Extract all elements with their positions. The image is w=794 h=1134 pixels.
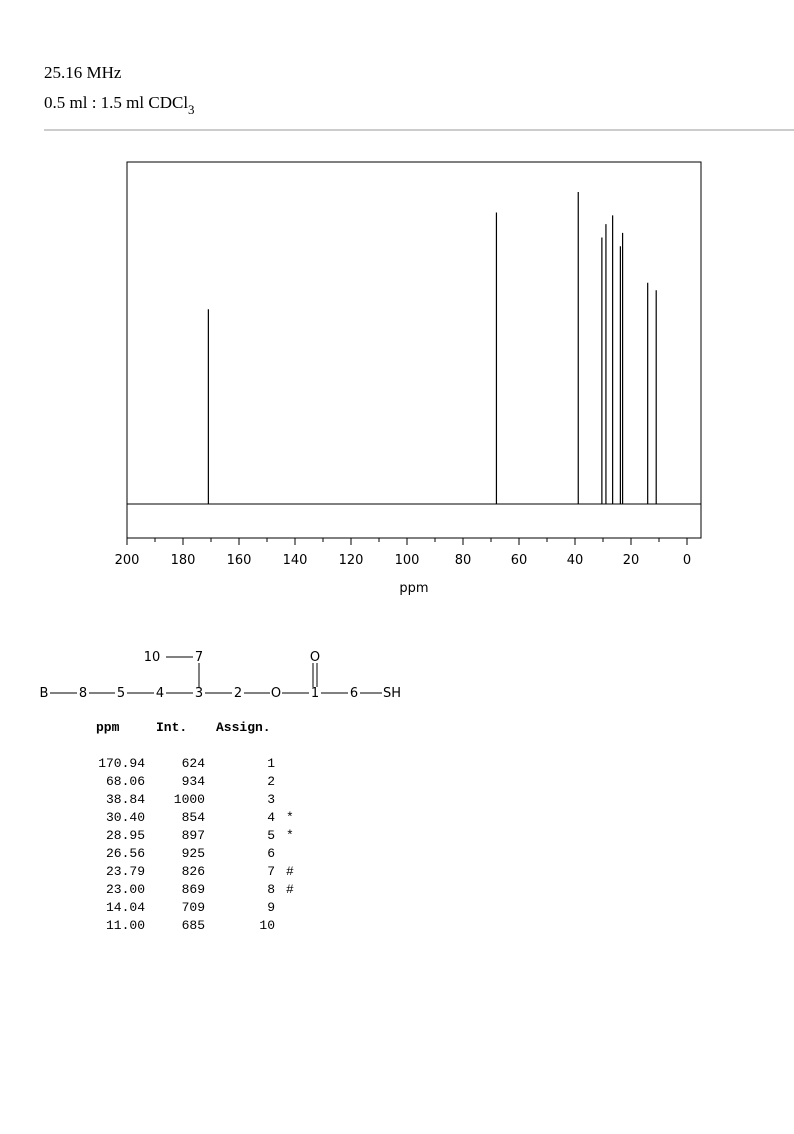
table-cell: 826	[182, 864, 205, 879]
table-cell: 624	[182, 756, 206, 771]
table-cell: 3	[267, 792, 275, 807]
x-tick-label: 200	[115, 553, 140, 568]
x-tick-label: 20	[623, 553, 640, 568]
table-cell: 14.04	[106, 900, 145, 915]
atom-label: 6	[350, 686, 358, 701]
solvent-sub: 3	[188, 102, 195, 117]
table-cell: 1000	[174, 792, 205, 807]
x-tick-label: 120	[339, 553, 364, 568]
atom-label: 10	[144, 650, 161, 665]
x-tick-label: 180	[171, 553, 196, 568]
table-cell: 8	[267, 882, 275, 897]
table-cell: 170.94	[98, 756, 145, 771]
table-cell: 685	[182, 918, 205, 933]
atom-label: SH	[383, 686, 401, 701]
table-cell: 26.56	[106, 846, 145, 861]
table-cell: 10	[259, 918, 275, 933]
table-cell: 68.06	[106, 774, 145, 789]
table-cell: 9	[267, 900, 275, 915]
atom-label: B	[40, 686, 49, 701]
table-header: Assign.	[216, 720, 271, 735]
atom-label: 2	[234, 686, 242, 701]
table-cell: 854	[182, 810, 206, 825]
atom-label: O	[310, 650, 320, 665]
atom-label: 5	[117, 686, 125, 701]
atom-label: 7	[195, 650, 203, 665]
table-cell: 4	[267, 810, 275, 825]
atom-label: 8	[79, 686, 87, 701]
table-cell: 1	[267, 756, 275, 771]
table-header: Int.	[156, 720, 187, 735]
table-header: ppm	[96, 720, 120, 735]
table-mark: #	[286, 882, 294, 897]
table-cell: 5	[267, 828, 275, 843]
table-cell: 28.95	[106, 828, 145, 843]
table-cell: 925	[182, 846, 205, 861]
table-cell: 869	[182, 882, 205, 897]
x-tick-label: 0	[683, 553, 691, 568]
frequency: 25.16 MHz	[44, 63, 122, 82]
x-tick-label: 40	[567, 553, 584, 568]
x-tick-label: 60	[511, 553, 528, 568]
solvent: 0.5 ml : 1.5 ml CDCl3	[44, 93, 195, 117]
x-tick-label: 140	[283, 553, 308, 568]
table-cell: 23.00	[106, 882, 145, 897]
table-mark: *	[286, 810, 294, 825]
atom-label: 1	[311, 686, 319, 701]
table-mark: #	[286, 864, 294, 879]
table-cell: 709	[182, 900, 205, 915]
table-cell: 897	[182, 828, 205, 843]
x-tick-label: 100	[395, 553, 420, 568]
plot-frame	[126, 161, 702, 539]
table-cell: 23.79	[106, 864, 145, 879]
table-cell: 934	[182, 774, 206, 789]
x-tick-label: 160	[227, 553, 252, 568]
atom-label: 3	[195, 686, 203, 701]
table-cell: 30.40	[106, 810, 145, 825]
atom-label: 4	[156, 686, 164, 701]
table-cell: 2	[267, 774, 275, 789]
table-cell: 38.84	[106, 792, 145, 807]
solvent-text: 0.5 ml : 1.5 ml CDCl	[44, 93, 188, 112]
table-mark: *	[286, 828, 294, 843]
atom-label: O	[271, 686, 281, 701]
x-axis-label: ppm	[399, 581, 428, 596]
table-cell: 6	[267, 846, 275, 861]
table-cell: 7	[267, 864, 275, 879]
table-cell: 11.00	[106, 918, 145, 933]
x-tick-label: 80	[455, 553, 472, 568]
